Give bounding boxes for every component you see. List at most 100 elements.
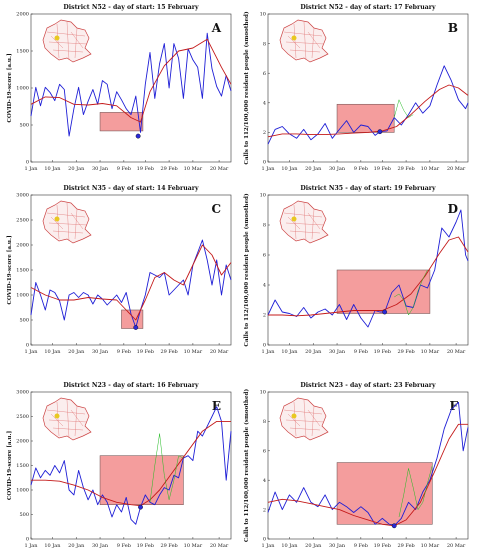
panel-letter: C <box>211 202 221 216</box>
district-map-inset <box>279 200 329 244</box>
y-tick-label: 3000 <box>16 390 29 396</box>
x-tick-label: 30 Jan <box>329 166 346 172</box>
chart-title: District N23 - day of start: 23 February <box>300 382 436 389</box>
x-tick-label: 10 Mar <box>421 349 440 355</box>
panel-a: District N52 - day of start: 15 February… <box>7 4 232 172</box>
y-axis-label: Calls to 112/100,000 resident people (sm… <box>243 193 250 347</box>
panel-letter: E <box>212 399 221 413</box>
x-tick-label: 10 Mar <box>421 543 440 549</box>
panel-letter: D <box>448 202 458 216</box>
y-tick-label: 0 <box>26 537 29 543</box>
y-tick-label: 0 <box>263 537 266 543</box>
start-day-marker <box>138 504 143 510</box>
start-day-marker <box>377 129 383 135</box>
district-map-inset <box>42 19 92 63</box>
x-tick-label: 10 Jan <box>281 166 298 172</box>
y-tick-label: 4 <box>263 283 266 289</box>
x-tick-label: 30 Jan <box>329 543 346 549</box>
y-tick-label: 500 <box>19 123 29 129</box>
x-tick-label: 20 Mar <box>210 349 229 355</box>
x-tick-label: 1 Jan <box>262 166 276 172</box>
x-tick-label: 10 Mar <box>184 166 203 172</box>
y-tick-label: 500 <box>19 512 29 518</box>
x-tick-label: 9 Feb <box>354 349 368 355</box>
y-tick-label: 1000 <box>16 86 29 92</box>
chart-title: District N35 - day of start: 14 February <box>63 185 199 192</box>
y-tick-label: 500 <box>19 318 29 324</box>
x-tick-label: 19 Feb <box>137 349 154 355</box>
start-day-marker <box>391 523 397 529</box>
y-axis-label: Calls to 112/100,000 resident people (sm… <box>243 11 250 165</box>
x-tick-label: 10 Jan <box>44 349 61 355</box>
y-tick-label: 6 <box>263 71 266 77</box>
panel-letter: F <box>449 399 458 413</box>
x-tick-label: 1 Jan <box>262 543 276 549</box>
x-tick-label: 9 Feb <box>117 349 131 355</box>
y-tick-label: 10 <box>260 12 266 18</box>
x-tick-label: 19 Feb <box>137 543 154 549</box>
y-tick-label: 8 <box>263 419 266 425</box>
panel-e: District N23 - day of start: 16 February… <box>7 382 232 549</box>
x-tick-label: 30 Jan <box>92 166 109 172</box>
trend-window-box <box>121 309 144 329</box>
x-tick-label: 29 Feb <box>160 349 177 355</box>
comparison-series-line <box>149 433 184 503</box>
y-axis-label: COVID-19-score [a.u.] <box>7 53 13 122</box>
x-tick-label: 29 Feb <box>397 166 414 172</box>
y-tick-label: 4 <box>263 101 266 107</box>
y-tick-label: 1500 <box>16 49 29 55</box>
y-tick-label: 2500 <box>16 218 29 224</box>
y-tick-label: 8 <box>263 41 266 47</box>
trend-window-box <box>336 269 431 314</box>
start-day-marker <box>382 309 388 315</box>
x-tick-label: 20 Jan <box>305 543 322 549</box>
district-map-inset <box>42 397 92 441</box>
smoothed-fit-line <box>30 38 232 123</box>
raw-series-line <box>267 65 469 145</box>
x-tick-label: 10 Jan <box>44 166 61 172</box>
y-tick-label: 2000 <box>16 243 29 249</box>
highlighted-district <box>54 216 60 222</box>
comparison-series-line <box>394 269 428 316</box>
x-tick-label: 1 Jan <box>262 349 276 355</box>
x-tick-label: 19 Feb <box>374 166 391 172</box>
highlighted-district <box>291 216 297 222</box>
y-tick-label: 3000 <box>16 193 29 199</box>
x-tick-label: 9 Feb <box>354 543 368 549</box>
y-tick-label: 10 <box>260 390 266 396</box>
x-tick-label: 1 Jan <box>25 543 39 549</box>
y-tick-label: 1500 <box>16 268 29 274</box>
x-tick-label: 20 Jan <box>68 349 85 355</box>
panel-c: District N35 - day of start: 14 February… <box>7 185 232 355</box>
x-tick-label: 1 Jan <box>25 349 39 355</box>
x-tick-label: 9 Feb <box>117 166 131 172</box>
y-tick-label: 2000 <box>16 12 29 18</box>
x-tick-label: 19 Feb <box>137 166 154 172</box>
trend-window-box <box>336 462 433 525</box>
raw-series-line <box>30 239 232 328</box>
comparison-series-line <box>393 99 414 118</box>
y-axis-label: COVID-19-score [a.u.] <box>7 235 13 304</box>
chart-title: District N35 - day of start: 19 February <box>300 185 436 192</box>
x-tick-label: 20 Mar <box>210 543 229 549</box>
x-tick-label: 19 Feb <box>374 349 391 355</box>
x-tick-label: 30 Jan <box>329 349 346 355</box>
district-map-inset <box>42 200 92 244</box>
y-tick-label: 2 <box>263 130 266 136</box>
panel-f: District N23 - day of start: 23 February… <box>243 382 469 549</box>
x-tick-label: 10 Mar <box>184 543 203 549</box>
panel-letter: A <box>211 21 222 35</box>
y-tick-label: 2500 <box>16 414 29 420</box>
x-tick-label: 19 Feb <box>374 543 391 549</box>
x-tick-label: 20 Jan <box>305 349 322 355</box>
y-tick-label: 0 <box>26 343 29 349</box>
highlighted-district <box>54 413 60 419</box>
raw-series-line <box>30 32 232 137</box>
highlighted-district <box>54 35 60 41</box>
x-tick-label: 20 Jan <box>68 166 85 172</box>
y-tick-label: 0 <box>263 343 266 349</box>
x-tick-label: 9 Feb <box>354 166 368 172</box>
start-day-marker <box>135 133 141 139</box>
y-axis-label: Calls to 112/100,000 resident people (sm… <box>243 389 250 543</box>
